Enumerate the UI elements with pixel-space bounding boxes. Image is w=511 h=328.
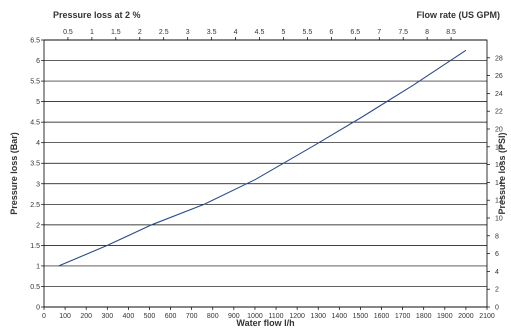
x2-tick-label: 4 — [234, 29, 238, 36]
y2-tick-label: 12 — [495, 198, 503, 205]
x-tick-label: 100 — [59, 313, 71, 320]
y-tick-label: 6 — [36, 58, 40, 65]
y-tick-label: 3.5 — [30, 161, 40, 168]
x-tick-label: 200 — [80, 313, 92, 320]
x2-tick-label: 1.5 — [111, 29, 121, 36]
series-line — [58, 49, 467, 267]
x-tick-label: 1800 — [416, 313, 432, 320]
y2-tick-label: 26 — [495, 73, 503, 80]
x-tick-label: 1500 — [353, 313, 369, 320]
plot-frame — [43, 39, 488, 308]
x-tick-label: 800 — [207, 313, 219, 320]
x-tick-label: 1100 — [269, 313, 284, 320]
x-tick-label: 1400 — [332, 313, 348, 320]
y-tick-label: 3 — [36, 181, 40, 188]
x2-tick-label: 5.5 — [303, 29, 313, 36]
y-tick-label: 4 — [36, 140, 40, 147]
x2-tick-label: 2 — [138, 29, 142, 36]
x-tick-label: 1300 — [310, 313, 326, 320]
y-tick-label: 5 — [36, 99, 40, 106]
y2-axis-title: Pressure loss (PSI) — [497, 132, 507, 214]
x-tick-label: 2000 — [458, 313, 474, 320]
y-axis-title: Pressure loss (Bar) — [9, 132, 19, 215]
x-tick-label: 500 — [144, 313, 156, 320]
x-tick-label: 0 — [42, 313, 46, 320]
x2-tick-label: 8 — [425, 29, 429, 36]
y2-tick-label: 2 — [495, 287, 499, 294]
x-tick-label: 1600 — [374, 313, 390, 320]
x-tick-label: 400 — [123, 313, 135, 320]
x2-tick-label: 7 — [377, 29, 381, 36]
x-tick-label: 1000 — [247, 313, 263, 320]
y2-tick-label: 20 — [495, 127, 503, 134]
x2-tick-label: 6 — [329, 29, 333, 36]
y2-tick-label: 16 — [495, 162, 503, 169]
x-tick-label: 900 — [228, 313, 240, 320]
x2-tick-label: 1 — [90, 29, 94, 36]
y2-tick-label: 28 — [495, 55, 503, 62]
x-tick-label: 300 — [101, 313, 113, 320]
y-tick-label: 1 — [36, 263, 40, 270]
y2-tick-label: 24 — [495, 91, 503, 98]
x-tick-label: 1900 — [437, 313, 453, 320]
x2-axis-title: Flow rate (US GPM) — [416, 10, 500, 20]
y-tick-label: 4.5 — [30, 120, 40, 127]
x2-tick-label: 0.5 — [63, 29, 73, 36]
y2-tick-label: 22 — [495, 109, 503, 116]
x-tick-label: 600 — [165, 313, 177, 320]
x2-tick-label: 2.5 — [159, 29, 169, 36]
x-tick-label: 1200 — [289, 313, 305, 320]
x2-tick-label: 3 — [186, 29, 190, 36]
x2-tick-label: 7.5 — [398, 29, 408, 36]
x-tick-label: 2100 — [479, 313, 495, 320]
series-layer — [58, 49, 467, 267]
x2-tick-label: 8.5 — [446, 29, 456, 36]
y2-tick-label: 18 — [495, 144, 503, 151]
y-tick-label: 1.5 — [30, 243, 40, 250]
y2-tick-label: 10 — [495, 216, 503, 223]
y2-tick-label: 4 — [495, 269, 499, 276]
y-tick-label: 2.5 — [30, 202, 40, 209]
x2-tick-label: 6.5 — [350, 29, 360, 36]
y2-tick-label: 14 — [495, 180, 503, 187]
y-tick-label: 2 — [36, 222, 40, 229]
top-left-axis-title: Pressure loss at 2 % — [53, 10, 141, 20]
x-tick-label: 1700 — [395, 313, 411, 320]
y-tick-label: 5.5 — [30, 79, 40, 86]
tick-labels: 00.511.522.533.544.555.566.5024681012141… — [30, 29, 503, 320]
x2-tick-label: 3.5 — [207, 29, 217, 36]
y2-tick-label: 0 — [495, 305, 499, 312]
y-tick-label: 6.5 — [30, 38, 40, 45]
y2-tick-label: 6 — [495, 251, 499, 258]
y-tick-label: 0 — [36, 305, 40, 312]
x-axis-title: Water flow l/h — [236, 318, 294, 328]
axes — [41, 37, 490, 310]
x-tick-label: 700 — [186, 313, 198, 320]
x2-tick-label: 5 — [282, 29, 286, 36]
y-tick-label: 0.5 — [30, 284, 40, 291]
x2-tick-label: 4.5 — [255, 29, 265, 36]
y2-tick-label: 8 — [495, 233, 499, 240]
